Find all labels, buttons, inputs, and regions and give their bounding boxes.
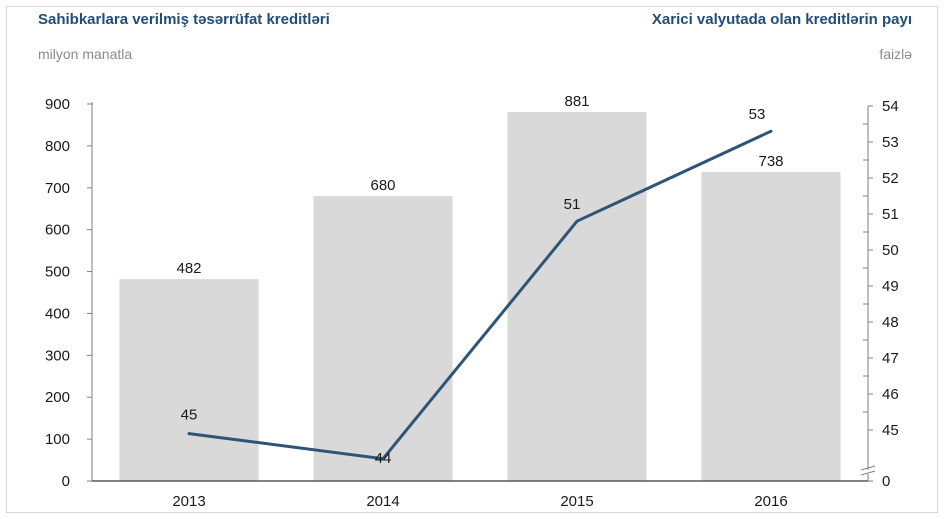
right-axis-tick-label: 51 bbox=[882, 206, 899, 223]
bar-2015 bbox=[507, 111, 647, 481]
right-axis-tick-label: 47 bbox=[882, 350, 899, 367]
line-series bbox=[188, 129, 772, 461]
line-value-label: 53 bbox=[749, 106, 766, 123]
right-axis-tick-label: 50 bbox=[882, 242, 899, 259]
x-axis-tick-label: 2015 bbox=[560, 493, 593, 510]
axis-break-mark bbox=[860, 465, 876, 471]
left-axis-tick-label: 100 bbox=[45, 431, 70, 448]
line-point bbox=[769, 129, 773, 133]
bar-2014 bbox=[313, 196, 453, 481]
x-axis-tick-label: 2016 bbox=[754, 493, 787, 510]
right-axis-tick-label: 49 bbox=[882, 278, 899, 295]
line-value-label: 44 bbox=[375, 450, 392, 467]
left-axis-tick-label: 200 bbox=[45, 389, 70, 406]
bar-value-label: 482 bbox=[176, 260, 201, 277]
right-axis-unit: faizlə bbox=[879, 46, 912, 62]
right-axis-tick-label: 48 bbox=[882, 314, 899, 331]
axis-break-mark bbox=[860, 470, 876, 476]
right-axis-tick-label: 54 bbox=[882, 98, 899, 115]
line-value-label: 51 bbox=[564, 196, 581, 213]
right-axis-title: Xarici valyutada olan kreditlərin payı bbox=[651, 11, 912, 28]
line-point bbox=[575, 219, 579, 223]
line-point bbox=[381, 457, 385, 461]
bar-value-label: 680 bbox=[370, 177, 395, 194]
x-axis-tick-label: 2013 bbox=[172, 493, 205, 510]
left-axis-tick-label: 500 bbox=[45, 264, 70, 281]
bar-2016 bbox=[701, 171, 841, 482]
line-value-label: 45 bbox=[181, 407, 198, 424]
right-axis-tick-label: 0 bbox=[882, 473, 890, 490]
bar-value-label: 881 bbox=[564, 93, 589, 110]
left-axis-unit: milyon manatla bbox=[38, 46, 133, 62]
left-axis-tick-label: 600 bbox=[45, 222, 70, 239]
right-axis-tick-label: 53 bbox=[882, 134, 899, 151]
left-axis-tick-label: 700 bbox=[45, 180, 70, 197]
right-axis-tick-label: 52 bbox=[882, 170, 899, 187]
left-axis-tick-label: 800 bbox=[45, 138, 70, 155]
left-axis-tick-label: 300 bbox=[45, 347, 70, 364]
bar-value-label: 738 bbox=[758, 153, 783, 170]
left-axis-title: Sahibkarlara verilmiş təsərrüfat kreditl… bbox=[38, 11, 330, 28]
left-axis-tick-label: 400 bbox=[45, 305, 70, 322]
bar-2013 bbox=[119, 279, 259, 481]
right-axis-tick-label: 46 bbox=[882, 386, 899, 403]
left-axis-tick-label: 0 bbox=[62, 473, 70, 490]
x-axis-tick-label: 2014 bbox=[366, 493, 399, 510]
left-axis-tick-label: 900 bbox=[45, 96, 70, 113]
right-axis-tick-label: 45 bbox=[882, 422, 899, 439]
line-point bbox=[187, 432, 191, 436]
